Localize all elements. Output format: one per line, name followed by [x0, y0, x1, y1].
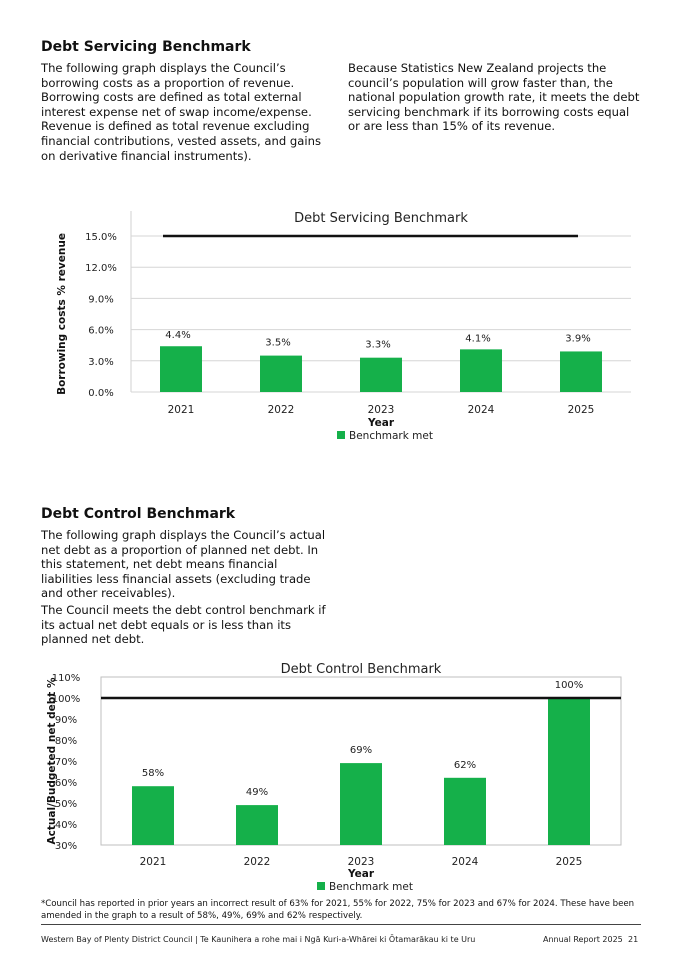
y-tick-label: 80% [55, 736, 77, 747]
x-tick-label: 2025 [556, 856, 583, 868]
x-tick-label: 2021 [168, 404, 195, 416]
y-axis-label: Borrowing costs % revenue [56, 233, 68, 395]
data-label: 49% [246, 787, 268, 798]
chart-title: Debt Control Benchmark [281, 662, 442, 677]
page-number: 21 [628, 935, 639, 944]
bar [360, 357, 402, 392]
debt-servicing-chart: Debt Servicing Benchmark 0.0% 3.0% 6.0% 9.0%… [41, 196, 641, 446]
data-label: 58% [142, 768, 164, 779]
debt-control-heading: Debt Control Benchmark [41, 506, 236, 522]
legend-label: Benchmark met [329, 881, 413, 893]
x-tick-label: 2022 [244, 856, 271, 868]
x-tick-label: 2025 [568, 404, 595, 416]
y-tick-label: 12.0% [85, 263, 117, 274]
x-tick-label: 2023 [368, 404, 395, 416]
y-tick-label: 9.0% [88, 294, 113, 305]
data-label: 4.1% [465, 333, 490, 344]
data-label: 100% [555, 680, 584, 691]
y-tick-label: 90% [55, 715, 77, 726]
debt-control-description: The following graph displays the Council… [41, 528, 326, 601]
data-label: 3.5% [265, 338, 290, 349]
x-axis-label: Year [367, 417, 395, 429]
legend-swatch [337, 431, 345, 439]
y-axis-label: Actual/Budgeted net debt % [46, 677, 58, 844]
x-tick-label: 2024 [468, 404, 495, 416]
bar [560, 351, 602, 392]
data-label: 3.9% [565, 333, 590, 344]
y-tick-label: 70% [55, 757, 77, 768]
legend-swatch [317, 882, 325, 890]
debt-servicing-threshold-text: Because Statistics New Zealand projects … [348, 61, 640, 134]
debt-control-chart-svg: Debt Control Benchmark 30% 40% 50% 60% 70% 80%… [46, 662, 622, 893]
bar [260, 355, 302, 392]
debt-control-threshold-text: The Council meets the debt control bench… [41, 603, 326, 647]
data-label: 3.3% [365, 340, 390, 351]
bar [460, 349, 502, 392]
footer-divider [41, 924, 641, 925]
y-tick-label: 40% [55, 820, 77, 831]
x-tick-label: 2022 [268, 404, 295, 416]
footnote: *Council has reported in prior years an … [41, 899, 635, 921]
bar [548, 698, 590, 845]
bar [132, 786, 174, 845]
debt-servicing-heading: Debt Servicing Benchmark [41, 39, 251, 55]
debt-servicing-chart-svg: Debt Servicing Benchmark 0.0% 3.0% 6.0% 9.0%… [56, 211, 631, 442]
footer-report-title: Annual Report 2025 [543, 935, 623, 944]
bar [444, 777, 486, 845]
bar [236, 805, 278, 845]
y-tick-label: 3.0% [88, 357, 113, 368]
y-tick-label: 50% [55, 799, 77, 810]
bar [340, 763, 382, 845]
y-tick-label: 60% [55, 778, 77, 789]
y-tick-label: 100% [52, 694, 81, 705]
data-label: 62% [454, 760, 476, 771]
legend-label: Benchmark met [349, 430, 433, 442]
x-tick-label: 2023 [348, 856, 375, 868]
bar [160, 346, 202, 392]
debt-servicing-description: The following graph displays the Council… [41, 61, 321, 163]
y-tick-label: 30% [55, 841, 77, 852]
y-tick-label: 15.0% [85, 232, 117, 243]
data-label: 69% [350, 745, 372, 756]
data-label: 4.4% [165, 330, 190, 341]
footer-organisation: Western Bay of Plenty District Council |… [41, 935, 476, 944]
x-tick-label: 2021 [140, 856, 167, 868]
x-axis-label: Year [347, 868, 375, 880]
x-tick-label: 2024 [452, 856, 479, 868]
y-tick-label: 6.0% [88, 326, 113, 337]
debt-control-chart: Debt Control Benchmark 30% 40% 50% 60% 70% 80%… [41, 656, 641, 896]
y-tick-label: 0.0% [88, 388, 113, 399]
chart-title: Debt Servicing Benchmark [294, 211, 468, 226]
y-tick-label: 110% [52, 673, 81, 684]
